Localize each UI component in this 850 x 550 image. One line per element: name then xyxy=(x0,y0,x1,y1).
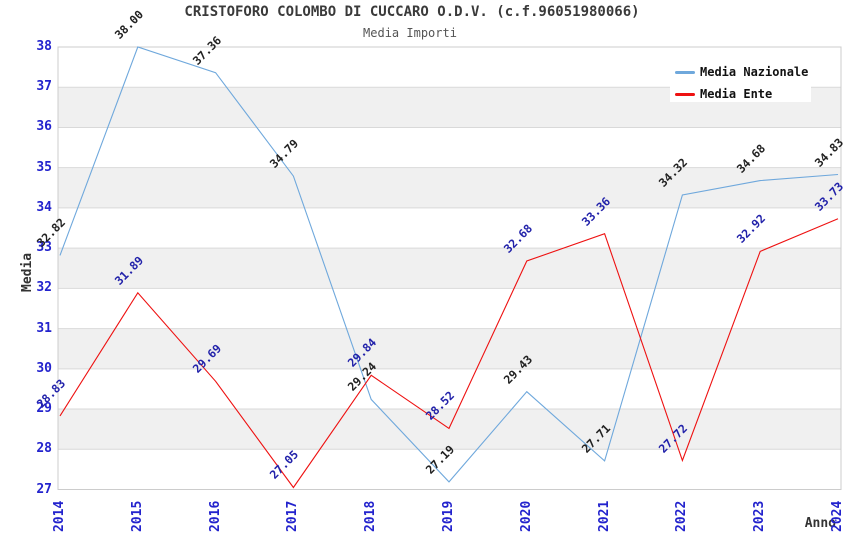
y-tick-label: 28 xyxy=(36,441,52,457)
legend-label-media-nazionale: Media Nazionale xyxy=(700,65,809,79)
chart-title: CRISTOFORO COLOMBO DI CUCCARO O.D.V. (c.… xyxy=(184,4,640,20)
y-tick-label: 30 xyxy=(36,360,52,376)
band xyxy=(58,167,841,208)
band xyxy=(58,248,841,289)
x-tick-label: 2024 xyxy=(830,500,845,532)
y-tick-label: 27 xyxy=(36,481,52,497)
chart-subtitle: Media Importi xyxy=(363,26,457,40)
y-tick-label: 32 xyxy=(36,280,52,296)
line-media-nazionale xyxy=(59,46,839,483)
x-tick-label: 2016 xyxy=(207,500,223,532)
x-tick-label: 2022 xyxy=(674,500,690,532)
x-tick-label: 2019 xyxy=(441,500,456,532)
legend-item-media-nazionale: Media Nazionale xyxy=(670,61,811,83)
x-tick-label: 2020 xyxy=(518,500,534,532)
legend: Media Nazionale Media Ente xyxy=(670,57,811,102)
x-tick-label: 2015 xyxy=(129,500,145,532)
y-tick-label: 31 xyxy=(36,320,52,336)
y-tick-label: 37 xyxy=(36,79,52,95)
y-tick-label: 36 xyxy=(36,119,52,135)
legend-label-media-ente: Media Ente xyxy=(700,87,773,101)
line-media-ente xyxy=(59,218,839,489)
legend-swatch-media-nazionale-icon xyxy=(675,70,695,74)
y-tick-label: 35 xyxy=(36,159,52,175)
legend-item-media-ente: Media Ente xyxy=(670,83,811,105)
y-tick-label: 38 xyxy=(36,39,52,54)
band xyxy=(58,328,841,369)
x-tick-label: 2017 xyxy=(285,500,301,532)
legend-swatch-media-ente-icon xyxy=(675,92,695,96)
y-tick-label: 29 xyxy=(36,401,52,417)
x-tick-label: 2014 xyxy=(52,500,67,532)
y-tick-label: 33 xyxy=(36,240,52,256)
x-axis-title: Anno xyxy=(804,516,836,531)
x-tick-label: 2021 xyxy=(596,500,612,532)
x-tick-label: 2023 xyxy=(752,500,768,532)
band xyxy=(58,409,841,450)
plot-border xyxy=(57,46,842,490)
y-tick-label: 34 xyxy=(36,199,52,215)
x-tick-label: 2018 xyxy=(363,500,379,532)
